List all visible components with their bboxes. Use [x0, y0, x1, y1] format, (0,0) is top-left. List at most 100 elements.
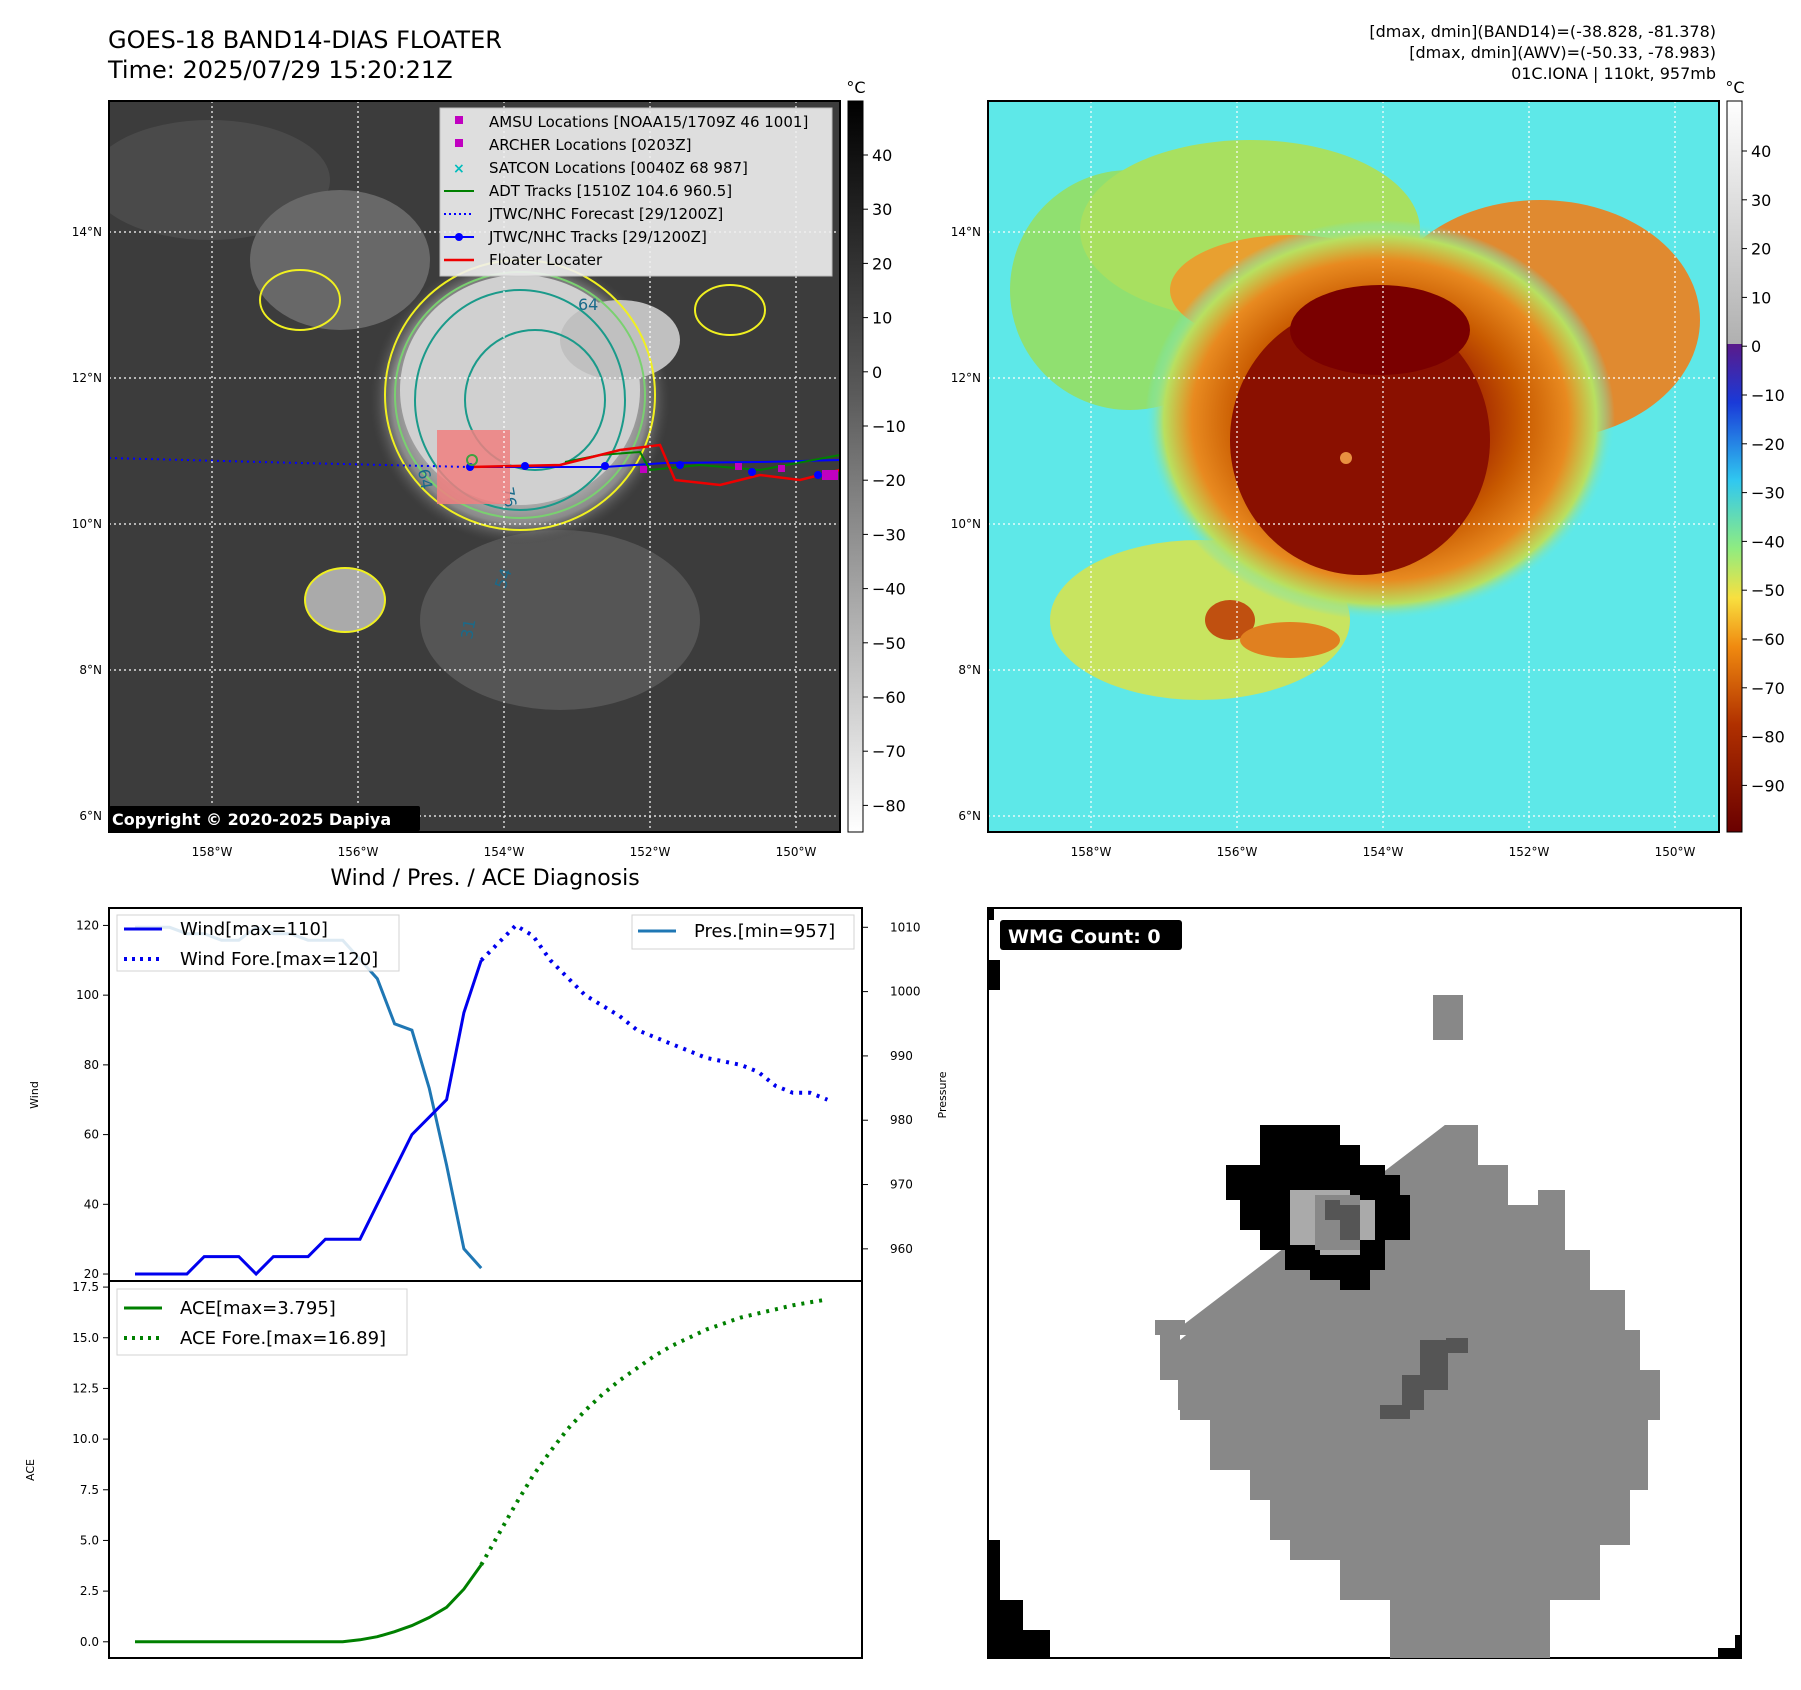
wind-tick-label: 40 [84, 1197, 99, 1211]
wmg-panel: WMG Count: 0 [987, 907, 1742, 1659]
ir-panel: 64 76 64 54 31 [72, 78, 906, 859]
wv-colorbar-tick-label: −40 [1751, 532, 1785, 551]
stats-line2: [dmax, dmin](AWV)=(-50.33, -78.983) [1409, 43, 1716, 62]
wv-colorbar-tick-label: −10 [1751, 386, 1785, 405]
lat-label: 14°N [951, 225, 981, 239]
pressure-tick-label: 990 [890, 1049, 913, 1063]
legend-ace-forecast: ACE Fore.[max=16.89] [180, 1328, 386, 1349]
ir-colorbar-tick-label: −30 [872, 525, 906, 544]
wv-colorbar-tick-label: −30 [1751, 484, 1785, 503]
wv-unit-label: °C [1725, 78, 1744, 97]
ace-tick-label: 10.0 [72, 1432, 99, 1446]
wv-panel: 14°N 12°N 10°N 8°N 6°N 158°W 156°W 154°W… [951, 78, 1785, 859]
wv-colorbar-tick-label: −60 [1751, 630, 1785, 649]
ir-colorbar: °C 40 30 20 10 0 −10 −20 −30 −40 −50 −60 −70 −80 [846, 78, 906, 833]
figure-title-line2: Time: 2025/07/29 15:20:21Z [108, 56, 453, 84]
stats-line3: 01C.IONA | 110kt, 957mb [1511, 64, 1716, 83]
lat-label: 6°N [79, 809, 102, 823]
wv-lat-labels: 14°N 12°N 10°N 8°N 6°N [951, 225, 981, 823]
wind-tick-label: 20 [84, 1267, 99, 1281]
ir-colorbar-tick-label: −60 [872, 688, 906, 707]
lat-label: 12°N [951, 371, 981, 385]
ace-tick-label: 17.5 [72, 1280, 99, 1294]
ir-colorbar-tick-label: −70 [872, 742, 906, 761]
ir-colorbar-tick-label: 20 [872, 254, 892, 273]
wind-tick-label: 80 [84, 1058, 99, 1072]
ir-colorbar-tick-label: 0 [872, 363, 882, 382]
lat-label: 8°N [79, 663, 102, 677]
lon-label: 156°W [338, 845, 379, 859]
lat-label: 14°N [72, 225, 102, 239]
stats-line1: [dmax, dmin](BAND14)=(-38.828, -81.378) [1369, 22, 1716, 41]
pres-legend: Pres.[min=957] [631, 914, 855, 950]
ir-colorbar-tick-label: −10 [872, 417, 906, 436]
pressure-tick-label: 980 [890, 1113, 913, 1127]
ir-colorbar-tick-label: 30 [872, 200, 892, 219]
ir-colorbar-tick-label: 10 [872, 309, 892, 328]
ir-legend: AMSU Locations [NOAA15/1709Z 46 1001] AR… [439, 107, 833, 277]
ir-colorbar-tick-label: −50 [872, 634, 906, 653]
pressure-tick-label: 1010 [890, 920, 921, 934]
pressure-tick-label: 1000 [890, 985, 921, 999]
diagnosis-chart: Wind / Pres. / ACE Diagnosis Wind Pressu… [24, 866, 949, 1659]
ir-colorbar-tick-label: −40 [872, 580, 906, 599]
wind-tick-label: 120 [76, 918, 99, 932]
legend-item-adt: ADT Tracks [1510Z 104.6 960.5] [489, 182, 732, 200]
lon-label: 156°W [1217, 845, 1258, 859]
wv-colorbar-tick-label: −50 [1751, 581, 1785, 600]
wv-colorbar-tick-label: 30 [1751, 191, 1771, 210]
ir-lon-labels: 158°W 156°W 154°W 152°W 150°W [192, 845, 817, 859]
legend-item-amsu: AMSU Locations [NOAA15/1709Z 46 1001] [489, 113, 808, 131]
wv-colorbar-tick-label: 0 [1751, 337, 1761, 356]
legend-wind-forecast: Wind Fore.[max=120] [180, 949, 378, 970]
ir-colorbar-tick-label: −80 [872, 796, 906, 815]
contour-label: 64 [578, 295, 598, 314]
wv-colorbar-tick-label: 20 [1751, 240, 1771, 259]
contour-label: 64 [414, 467, 436, 490]
legend-item-floater: Floater Locater [489, 251, 603, 269]
ace-tick-label: 0.0 [80, 1635, 99, 1649]
ace-tick-label: 7.5 [80, 1483, 99, 1497]
lon-label: 154°W [1363, 845, 1404, 859]
legend-item-forecast: JTWC/NHC Forecast [29/1200Z] [488, 205, 723, 223]
lon-label: 158°W [192, 845, 233, 859]
pressure-tick-label: 970 [890, 1178, 913, 1192]
wv-colorbar-tick-label: −20 [1751, 435, 1785, 454]
wind-tick-label: 60 [84, 1128, 99, 1142]
wmg-eye-region [1226, 1125, 1410, 1290]
x-marker-cyan: × [453, 161, 465, 177]
wv-lon-labels: 158°W 156°W 154°W 152°W 150°W [1071, 845, 1696, 859]
wmg-black-corners [988, 908, 1741, 1658]
wmg-count-badge: WMG Count: 0 [1008, 926, 1161, 948]
ir-colorbar-tick-label: −20 [872, 471, 906, 490]
legend-wind: Wind[max=110] [180, 919, 328, 940]
wind-axis-label: Wind [28, 1081, 41, 1109]
square-marker-magenta [455, 139, 463, 147]
legend-item-tracks: JTWC/NHC Tracks [29/1200Z] [488, 228, 707, 246]
lat-label: 10°N [951, 517, 981, 531]
chart-title: Wind / Pres. / ACE Diagnosis [330, 866, 639, 891]
lat-label: 8°N [958, 663, 981, 677]
lon-label: 158°W [1071, 845, 1112, 859]
wv-colorbar-tick-label: −80 [1751, 728, 1785, 747]
wv-colorbar-tick-label: −70 [1751, 679, 1785, 698]
ace-series-line [135, 1564, 483, 1644]
wv-colorbar-tick-label: −90 [1751, 776, 1785, 795]
copyright-badge: Copyright © 2020-2025 Dapiya [112, 810, 391, 829]
ir-unit-label: °C [846, 78, 865, 97]
ace-tick-label: 12.5 [72, 1381, 99, 1395]
wmg-dark-gray-region [1380, 1338, 1468, 1419]
lon-label: 150°W [776, 845, 817, 859]
wind-legend: Wind[max=110] Wind Fore.[max=120] [116, 914, 400, 972]
legend-item-satcon: SATCON Locations [0040Z 68 987] [489, 159, 748, 177]
ir-lat-labels: 14°N 12°N 10°N 8°N 6°N [72, 225, 102, 823]
ir-colorbar-tick-label: 40 [872, 146, 892, 165]
wv-colorbar: °C 40 30 20 10 0 −10 −20 −30 −40 −50 −60 −70 −80 −90 [1725, 78, 1785, 833]
lon-label: 152°W [1509, 845, 1550, 859]
wv-colorbar-tick-label: 10 [1751, 288, 1771, 307]
lat-label: 12°N [72, 371, 102, 385]
ace-tick-label: 15.0 [72, 1331, 99, 1345]
wind-series-line [135, 959, 483, 1277]
lon-label: 154°W [484, 845, 525, 859]
